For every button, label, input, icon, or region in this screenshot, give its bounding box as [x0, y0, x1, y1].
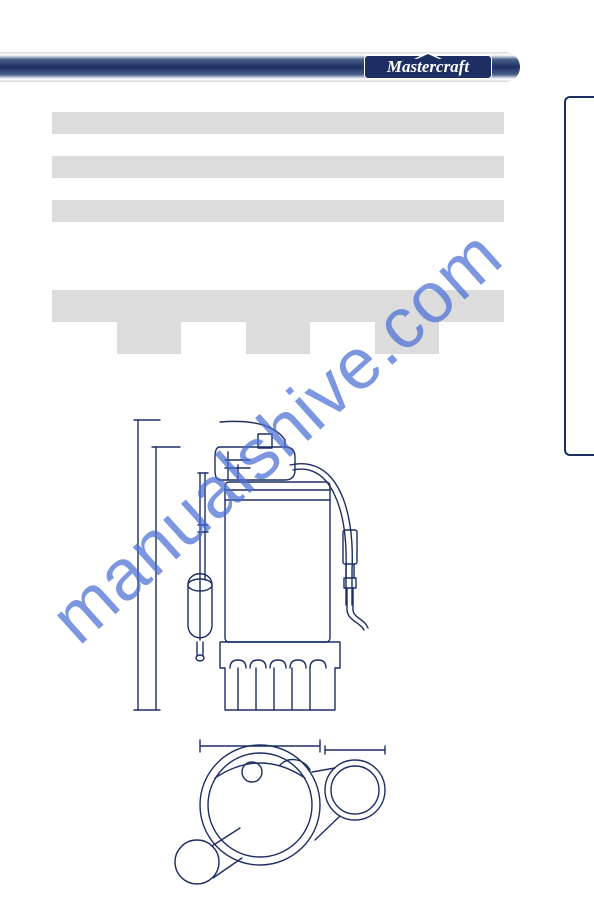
perf-cell: [439, 322, 504, 354]
table-row: [52, 200, 504, 222]
perf-cell: [310, 322, 375, 354]
brand-logo-text: Mastercraft: [387, 57, 469, 76]
perf-cell: [375, 322, 440, 354]
perf-cell: [52, 322, 117, 354]
spec-label: [52, 134, 283, 156]
brand-logo: Mastercraft: [364, 55, 492, 79]
spec-value: [283, 134, 504, 156]
spec-label: [52, 200, 283, 222]
perf-cell: [117, 322, 182, 354]
side-tab: [564, 96, 594, 456]
spec-label: [52, 156, 283, 178]
perf-head-cell: [439, 290, 504, 322]
table-row: [52, 112, 504, 134]
perf-head-cell: [310, 290, 375, 322]
spec-value: [283, 156, 504, 178]
roof-icon: [414, 52, 442, 59]
performance-table: [52, 290, 504, 354]
perf-cell: [181, 322, 246, 354]
spec-value: [283, 112, 504, 134]
perf-head-cell: [181, 290, 246, 322]
perf-head-cell: [52, 290, 117, 322]
watermark-text: manualshive.com: [36, 214, 518, 660]
spec-table: [52, 112, 504, 222]
table-header-row: [52, 290, 504, 322]
spec-value: [283, 200, 504, 222]
table-row: [52, 134, 504, 156]
perf-head-cell: [375, 290, 440, 322]
top-banner: Mastercraft: [0, 52, 520, 82]
table-row: [52, 322, 504, 354]
table-row: [52, 178, 504, 200]
perf-head-cell: [246, 290, 311, 322]
spec-label: [52, 112, 283, 134]
perf-cell: [246, 322, 311, 354]
table-row: [52, 156, 504, 178]
pump-svg: [130, 410, 420, 890]
perf-head-cell: [117, 290, 182, 322]
pump-diagram: [130, 410, 420, 890]
spec-value: [283, 178, 504, 200]
spec-label: [52, 178, 283, 200]
